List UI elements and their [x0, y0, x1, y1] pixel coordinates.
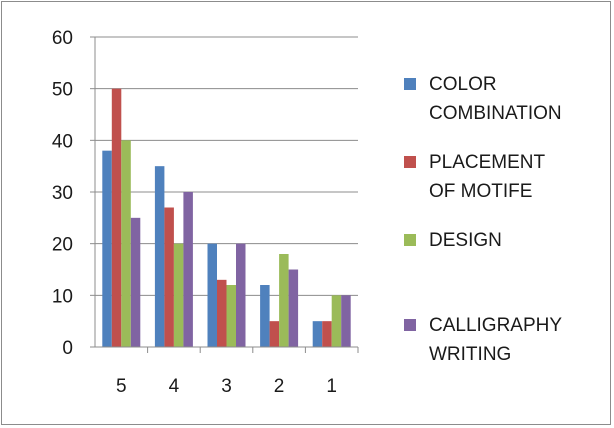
legend-label: PLACEMENT OF MOTIFE	[429, 152, 546, 202]
bars	[102, 88, 351, 348]
legend-swatch	[404, 78, 416, 90]
bar-placement-of-motife-4	[164, 207, 174, 347]
bar-color-combination-1	[312, 321, 323, 347]
bar-calligraphy-writing-2	[288, 269, 299, 347]
legend-label: COLOR COMBINATION	[429, 74, 562, 124]
bar-color-combination-3	[207, 243, 217, 347]
legend-swatch	[404, 319, 416, 331]
bar-color-combination-2	[260, 285, 270, 347]
x-tick-label: 1	[326, 376, 337, 397]
legend: COLOR COMBINATION PLACEMENT OF MOTIFE DESIGN…	[404, 74, 562, 365]
x-tick-label: 4	[169, 376, 180, 397]
y-tick-label: 60	[52, 28, 73, 49]
x-tick-label: 3	[221, 376, 232, 397]
bar-placement-of-motife-2	[269, 321, 280, 347]
bar-placement-of-motife-1	[322, 321, 332, 347]
legend-label: CALLIGRAPHY WRITING	[429, 315, 562, 365]
y-tick-label: 30	[52, 183, 73, 204]
y-tick-label: 0	[62, 338, 73, 359]
bar-design-3	[226, 285, 236, 347]
bar-design-5	[121, 140, 131, 347]
bar-calligraphy-writing-1	[341, 295, 351, 347]
bar-calligraphy-writing-3	[236, 243, 246, 347]
bar-design-4	[173, 243, 184, 347]
x-tick-label: 2	[274, 376, 285, 397]
legend-label: DESIGN	[429, 230, 502, 251]
bar-placement-of-motife-5	[111, 88, 122, 348]
y-tick-label: 50	[52, 80, 73, 101]
legend-swatch	[404, 156, 416, 168]
y-tick-label: 40	[52, 131, 73, 152]
bar-design-2	[279, 254, 289, 347]
y-tick-label: 20	[52, 235, 73, 256]
bar-design-1	[331, 295, 342, 347]
bar-calligraphy-writing-4	[183, 192, 193, 347]
y-tick-label: 10	[52, 286, 73, 307]
legend-swatch	[404, 234, 416, 246]
bar-color-combination-5	[102, 150, 112, 347]
axes: 0 10 20 30 40 50 60 5 4 3 2 1	[52, 28, 359, 397]
bar-placement-of-motife-3	[217, 279, 227, 347]
x-tick-label: 5	[116, 376, 127, 397]
bar-color-combination-4	[154, 166, 165, 347]
bar-calligraphy-writing-5	[130, 217, 141, 347]
